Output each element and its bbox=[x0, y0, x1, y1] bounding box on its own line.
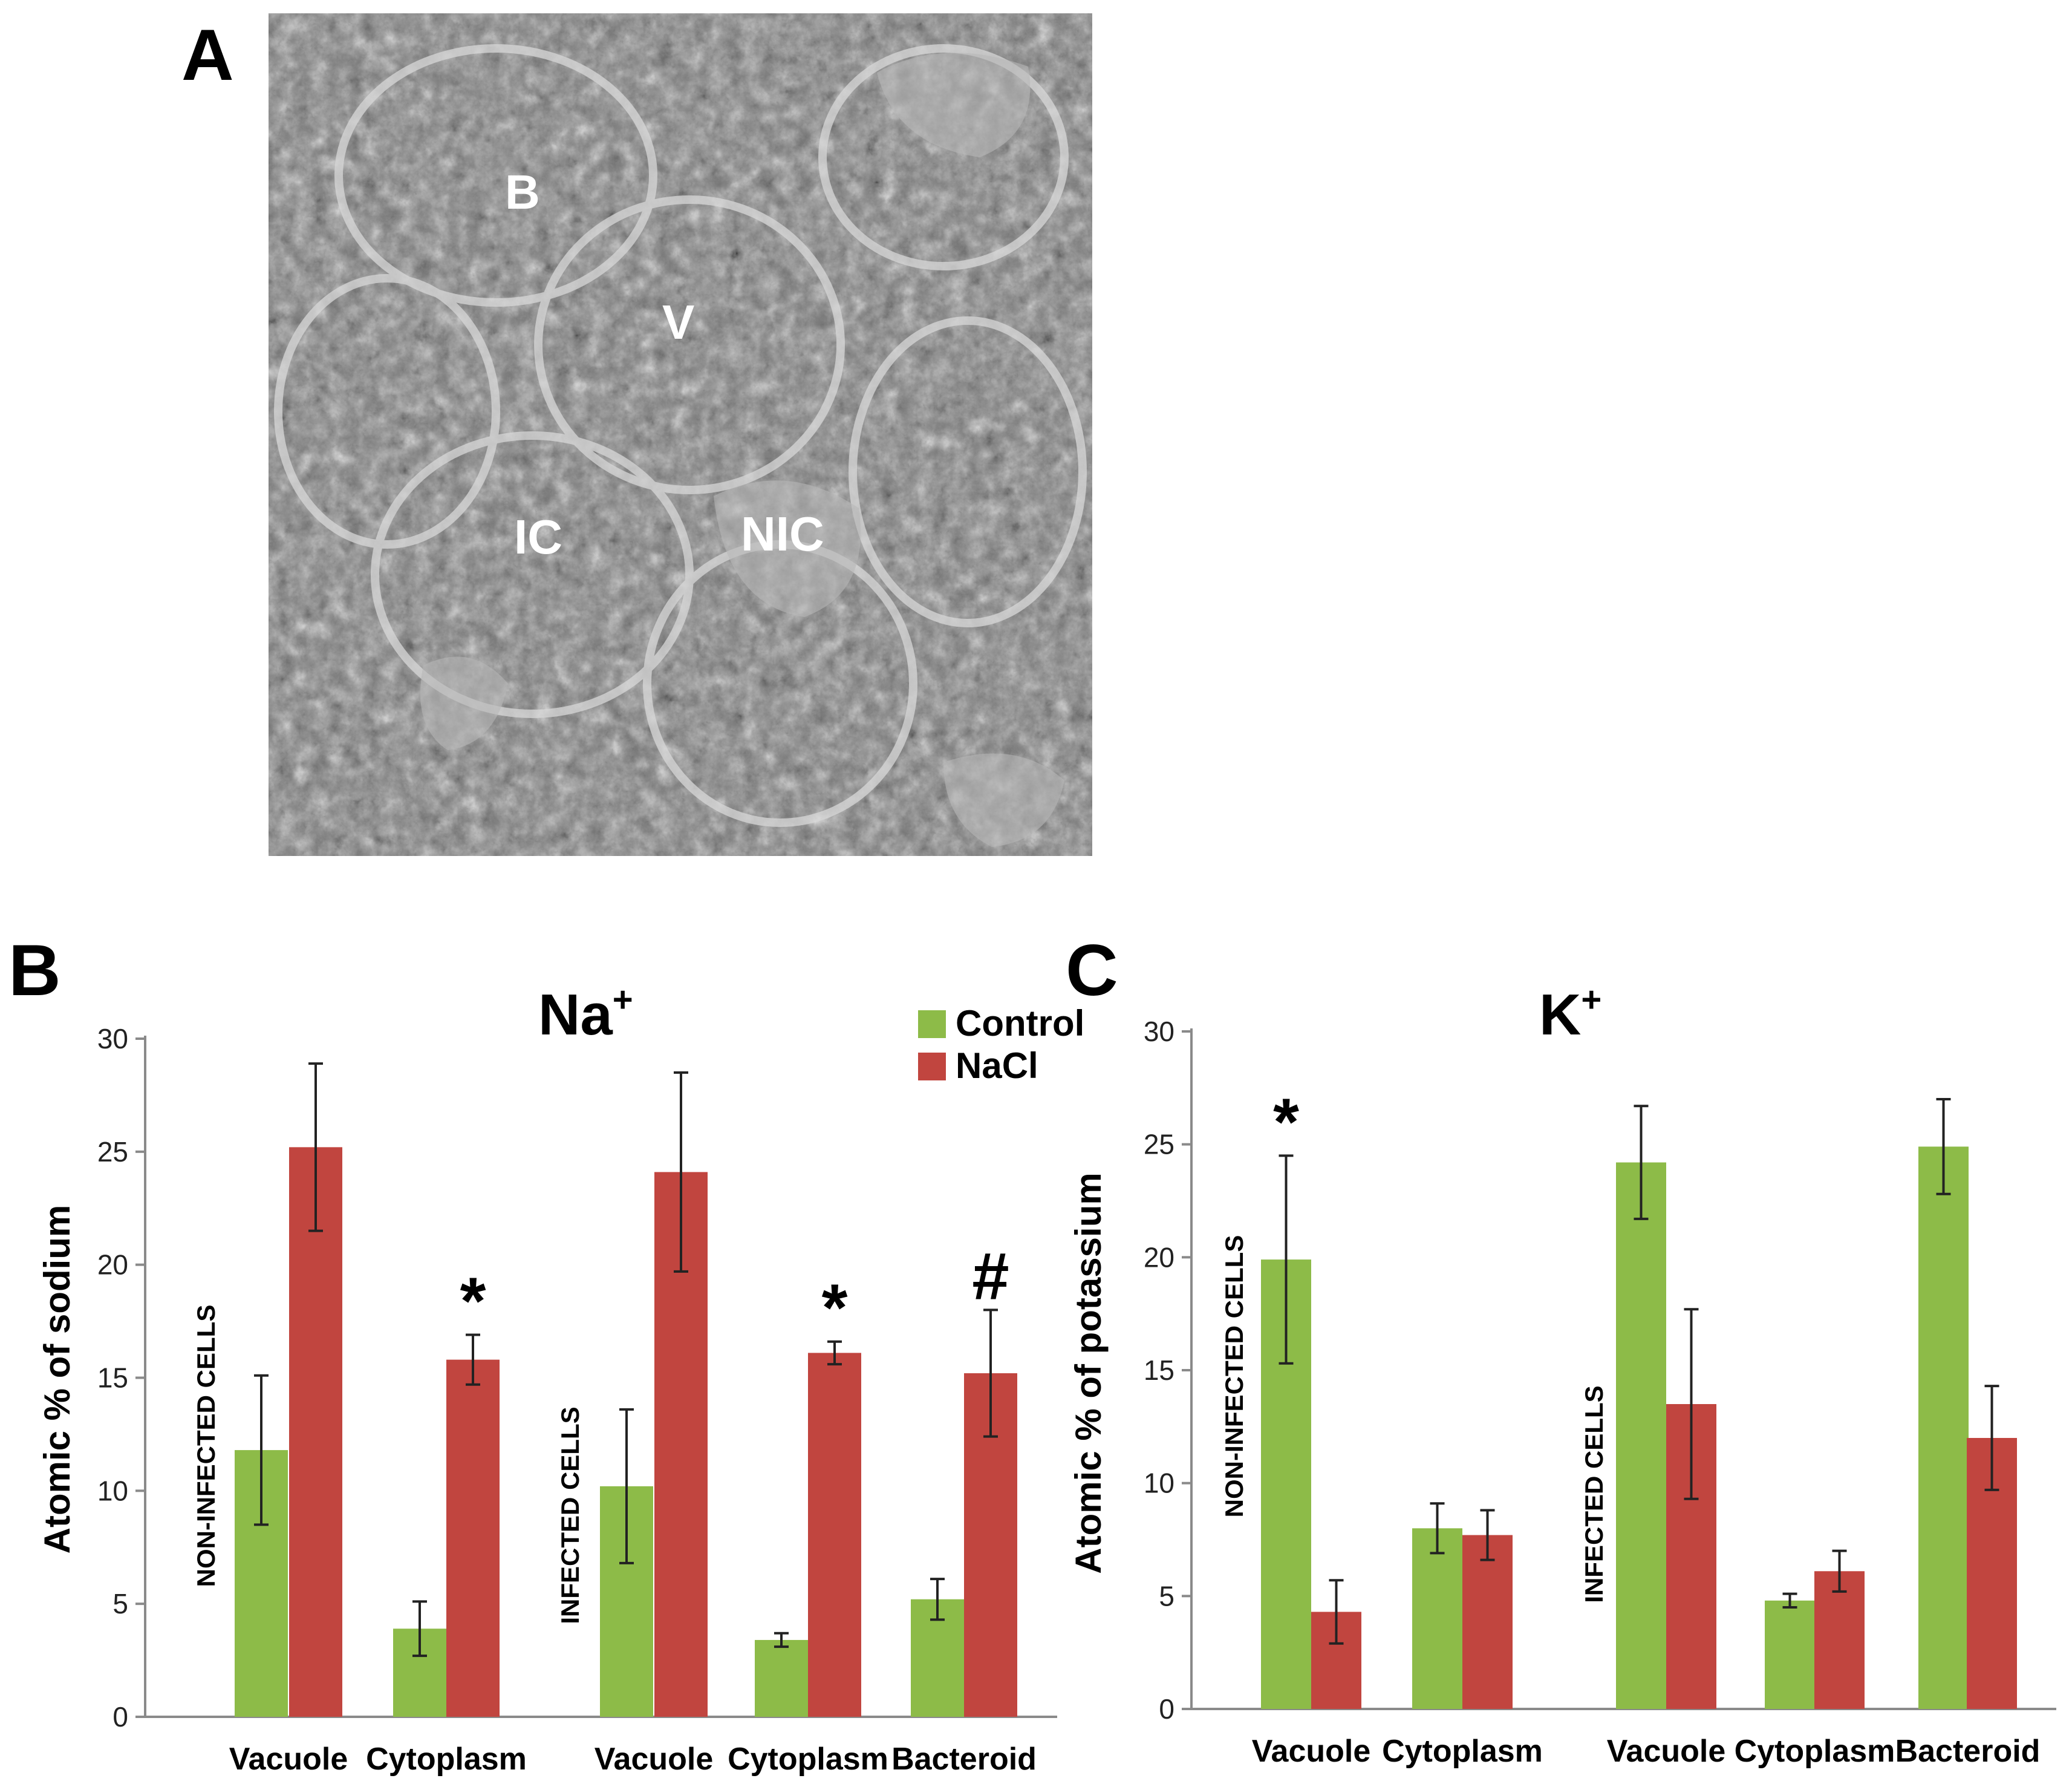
group-label: INFECTED CELLS bbox=[1580, 1385, 1608, 1602]
chart-title: K+ bbox=[1539, 980, 1601, 1047]
category-label: Cytoplasm bbox=[1735, 1734, 1895, 1769]
y-tick-label: 30 bbox=[1144, 1016, 1174, 1047]
y-tick-label: 0 bbox=[1159, 1693, 1174, 1725]
micrograph-label-v: V bbox=[662, 295, 694, 349]
bar-control bbox=[1412, 1528, 1462, 1709]
bar-control bbox=[755, 1639, 808, 1717]
y-axis-label: Atomic % of sodium bbox=[37, 1205, 77, 1554]
significance-marker: * bbox=[1273, 1085, 1299, 1159]
legend-label-control: Control bbox=[956, 1003, 1084, 1044]
bar-nacl bbox=[289, 1147, 342, 1717]
bar-nacl bbox=[1462, 1535, 1513, 1709]
category-label: Cytoplasm bbox=[728, 1742, 888, 1777]
y-axis-label: Atomic % of potassium bbox=[1068, 1172, 1109, 1573]
legend-swatch-control bbox=[918, 1010, 946, 1038]
y-tick-label: 25 bbox=[97, 1136, 128, 1168]
significance-marker: # bbox=[972, 1239, 1009, 1313]
category-label: Vacuole bbox=[1607, 1734, 1726, 1769]
y-tick-label: 10 bbox=[1144, 1468, 1174, 1499]
micrograph-labels: B V IC NIC bbox=[505, 165, 824, 564]
y-tick-label: 15 bbox=[1144, 1354, 1174, 1386]
y-tick-label: 5 bbox=[1159, 1580, 1174, 1612]
micrograph-panel bbox=[269, 13, 1092, 856]
micrograph-label-nic: NIC bbox=[741, 507, 824, 561]
category-label: Cytoplasm bbox=[366, 1742, 527, 1777]
panel-letter-c: C bbox=[1066, 930, 1118, 1011]
micrograph-highlights bbox=[420, 53, 1064, 847]
significance-marker: * bbox=[822, 1271, 848, 1345]
bar-nacl bbox=[1814, 1571, 1865, 1709]
panel-letter-a: A bbox=[181, 15, 234, 96]
category-label: Vacuole bbox=[229, 1742, 348, 1777]
bar-control bbox=[1918, 1146, 1969, 1709]
group-label: INFECTED CELLS bbox=[556, 1406, 584, 1624]
y-tick-label: 0 bbox=[112, 1701, 128, 1733]
bar-control bbox=[1765, 1600, 1815, 1709]
category-label: Bacteroid bbox=[891, 1742, 1037, 1777]
group-label: NON-INFECTED CELLS bbox=[192, 1305, 220, 1587]
category-label: Bacteroid bbox=[1895, 1734, 2041, 1769]
legend-label-nacl: NaCl bbox=[956, 1045, 1038, 1086]
bar-nacl bbox=[808, 1353, 861, 1717]
bar-control bbox=[1616, 1162, 1666, 1709]
y-tick-label: 20 bbox=[97, 1249, 128, 1281]
y-tick-label: 25 bbox=[1144, 1129, 1174, 1160]
group-label: NON-INFECTED CELLS bbox=[1220, 1235, 1248, 1518]
significance-marker: * bbox=[460, 1264, 486, 1339]
micrograph-label-b: B bbox=[505, 165, 540, 219]
chart-sodium: 0 5 10 15 20 25 30 Atomic % of sodium Na+ Vacuole… bbox=[37, 980, 1084, 1777]
bar-nacl bbox=[446, 1359, 500, 1717]
micrograph-fine-texture bbox=[269, 13, 1092, 856]
category-label: Vacuole bbox=[1252, 1734, 1371, 1769]
category-label: Vacuole bbox=[595, 1742, 714, 1777]
legend-swatch-nacl bbox=[918, 1053, 946, 1080]
micrograph-label-ic: IC bbox=[514, 510, 562, 564]
y-tick-label: 30 bbox=[97, 1023, 128, 1054]
category-label: Cytoplasm bbox=[1382, 1734, 1543, 1769]
chart-title: Na+ bbox=[538, 980, 633, 1047]
y-tick-label: 5 bbox=[112, 1588, 128, 1619]
y-tick-label: 10 bbox=[97, 1475, 128, 1506]
panel-letter-b: B bbox=[8, 930, 61, 1011]
y-tick-label: 20 bbox=[1144, 1241, 1174, 1273]
chart-potassium: 0 5 10 15 20 25 30 Atomic % of potassium K+ Vacuo… bbox=[1068, 980, 2056, 1769]
y-tick-label: 15 bbox=[97, 1362, 128, 1394]
